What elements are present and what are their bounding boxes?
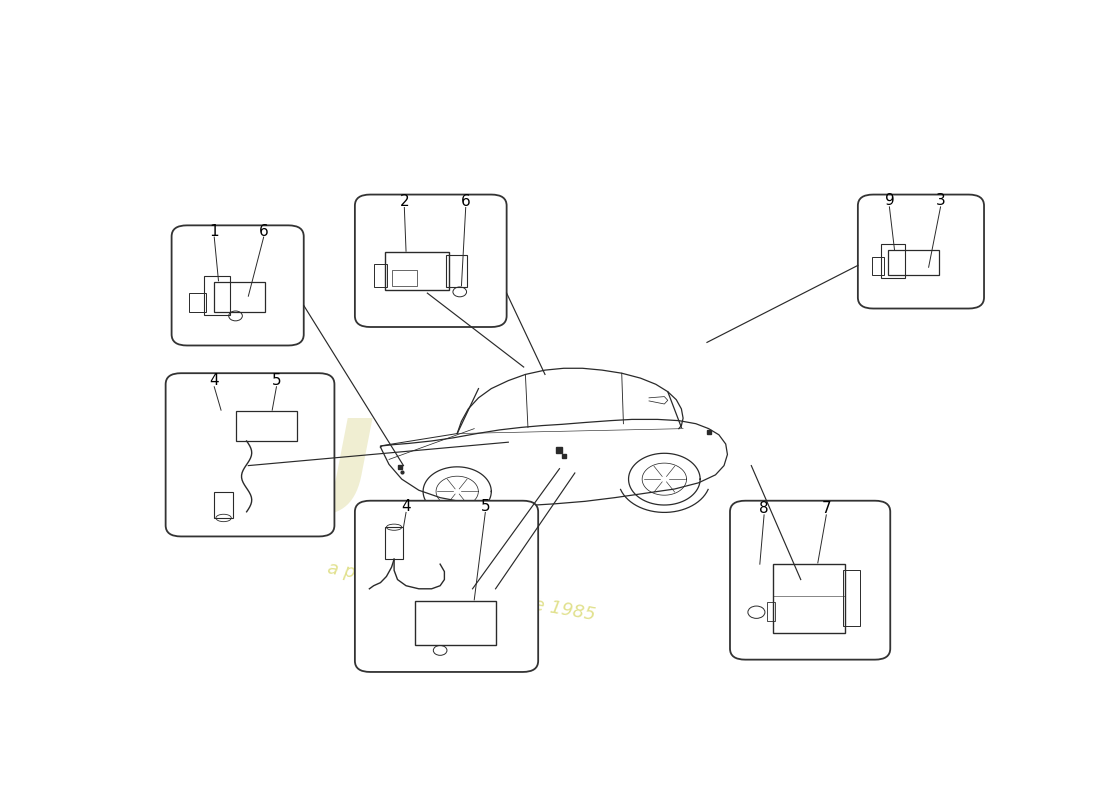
- Bar: [881, 244, 904, 278]
- Text: EU: EU: [178, 414, 376, 542]
- Bar: [374, 263, 387, 287]
- Bar: [767, 602, 775, 621]
- Text: 8: 8: [759, 502, 769, 516]
- Text: 4: 4: [402, 498, 411, 514]
- Bar: [214, 282, 265, 311]
- Text: 2: 2: [399, 194, 409, 210]
- Bar: [415, 601, 495, 646]
- FancyBboxPatch shape: [172, 226, 304, 346]
- Bar: [235, 411, 297, 441]
- Bar: [447, 255, 468, 287]
- Text: 7: 7: [822, 502, 832, 516]
- FancyBboxPatch shape: [166, 373, 334, 537]
- Text: a passion for parts since 1985: a passion for parts since 1985: [326, 559, 597, 624]
- FancyBboxPatch shape: [730, 501, 890, 660]
- Text: 5: 5: [272, 373, 282, 388]
- Text: 5: 5: [481, 498, 491, 514]
- Text: 6: 6: [461, 194, 471, 210]
- Bar: [385, 527, 404, 559]
- Text: 6: 6: [258, 224, 268, 239]
- FancyBboxPatch shape: [858, 194, 984, 309]
- Text: 9: 9: [884, 194, 894, 208]
- Bar: [385, 252, 449, 290]
- Bar: [872, 258, 884, 274]
- Bar: [204, 277, 230, 314]
- Bar: [888, 250, 939, 274]
- Bar: [844, 570, 860, 626]
- FancyBboxPatch shape: [355, 194, 507, 327]
- Bar: [392, 270, 417, 286]
- Bar: [189, 293, 206, 311]
- Text: 4: 4: [209, 373, 219, 388]
- Text: 1: 1: [209, 224, 219, 239]
- FancyBboxPatch shape: [355, 501, 538, 672]
- Text: 3: 3: [936, 194, 945, 208]
- Bar: [214, 492, 233, 518]
- Bar: [772, 564, 845, 633]
